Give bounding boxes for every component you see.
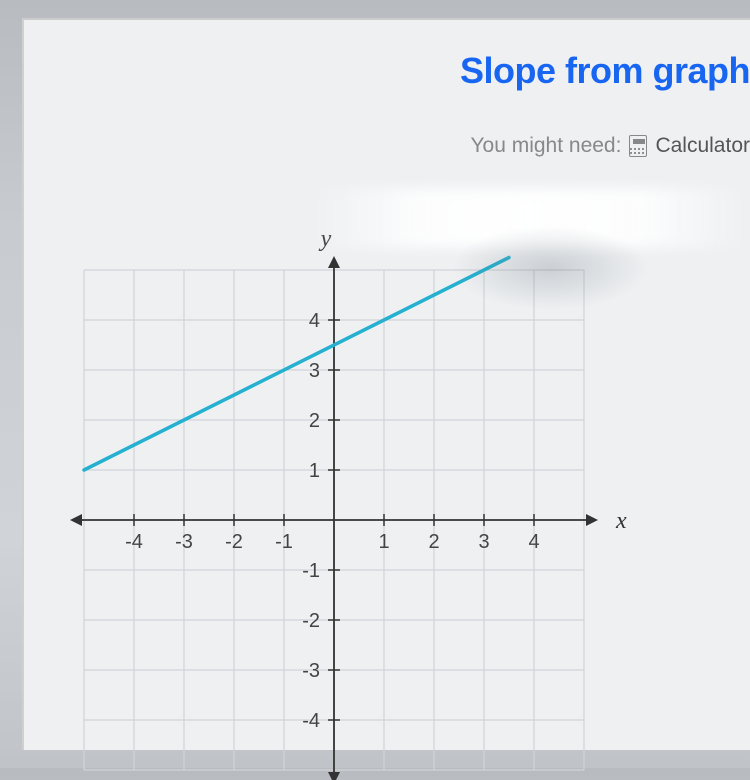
- svg-text:1: 1: [309, 460, 320, 482]
- svg-text:-4: -4: [125, 531, 143, 553]
- slope-chart: -4-3-2-11234-4-3-2-11234xy: [54, 255, 614, 760]
- exercise-page: Slope from graph You might need: Calcula…: [22, 18, 750, 750]
- calculator-icon[interactable]: [629, 135, 647, 157]
- svg-text:4: 4: [309, 310, 320, 332]
- svg-text:3: 3: [478, 531, 489, 553]
- calculator-link[interactable]: Calculator: [655, 134, 750, 158]
- svg-text:-1: -1: [275, 531, 293, 553]
- screen-glare: [310, 188, 750, 248]
- svg-text:3: 3: [309, 360, 320, 382]
- svg-text:-1: -1: [302, 560, 320, 582]
- svg-text:4: 4: [528, 531, 539, 553]
- hint-prefix: You might need:: [470, 134, 621, 158]
- svg-text:x: x: [615, 508, 627, 534]
- hint-row: You might need: Calculator: [24, 134, 750, 158]
- svg-text:-4: -4: [302, 710, 320, 732]
- svg-text:-3: -3: [302, 660, 320, 682]
- svg-text:y: y: [319, 226, 332, 252]
- svg-text:-3: -3: [175, 531, 193, 553]
- page-title: Slope from graph: [24, 50, 750, 92]
- svg-text:2: 2: [428, 531, 439, 553]
- svg-text:2: 2: [309, 410, 320, 432]
- svg-text:1: 1: [378, 531, 389, 553]
- svg-text:-2: -2: [302, 610, 320, 632]
- chart-svg: -4-3-2-11234-4-3-2-11234xy: [54, 255, 614, 775]
- svg-text:-2: -2: [225, 531, 243, 553]
